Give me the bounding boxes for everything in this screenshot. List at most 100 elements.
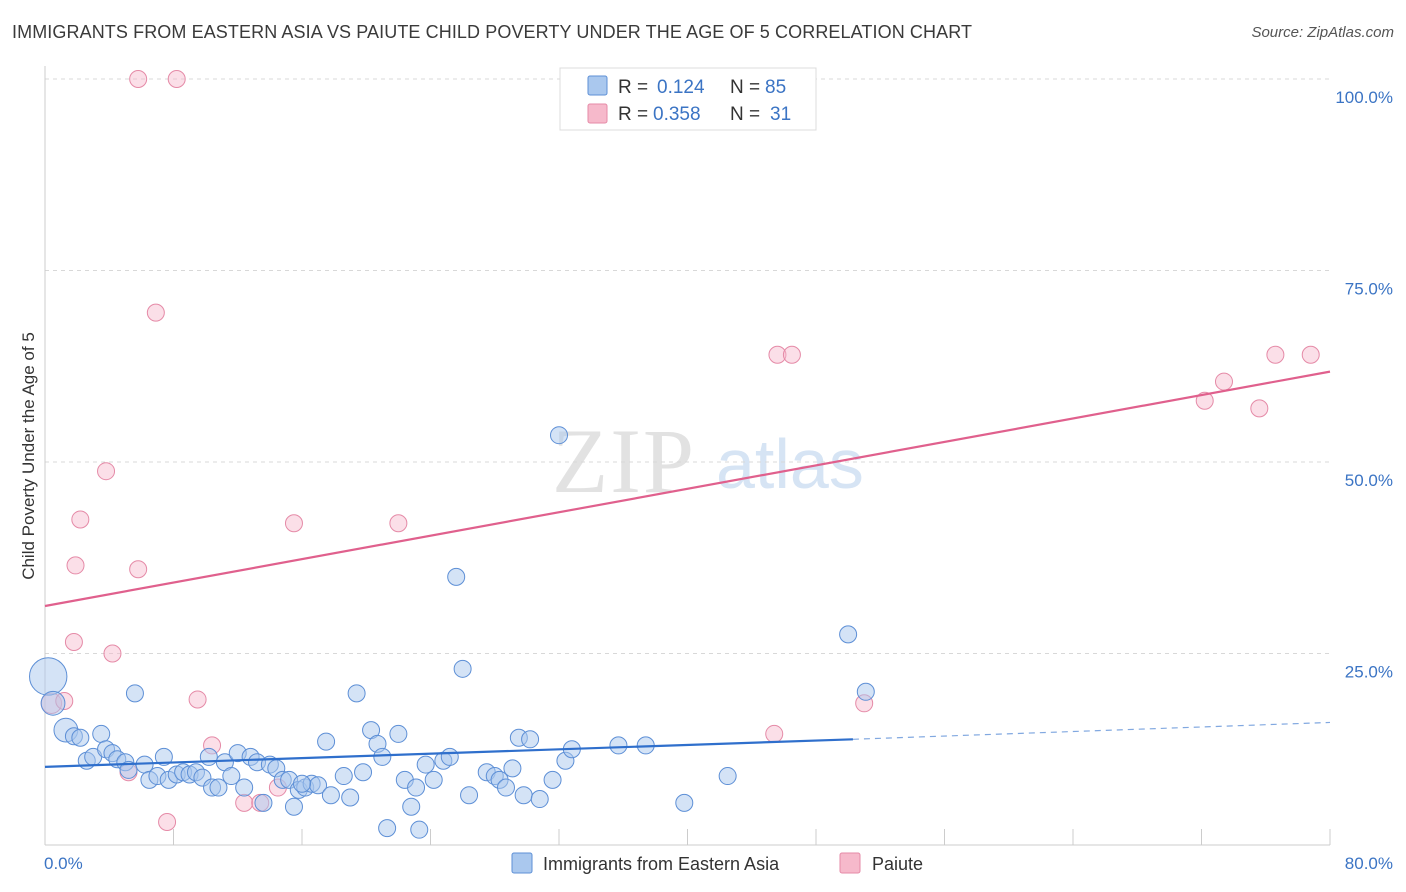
eastern-asia-point (609, 736, 628, 755)
eastern-asia-point (424, 770, 443, 789)
eastern-asia-point (521, 730, 540, 749)
paiute-point (1214, 372, 1233, 391)
eastern-asia-point (373, 747, 392, 766)
eastern-asia-point (29, 657, 68, 696)
eastern-asia-point (389, 724, 408, 743)
gridlines (45, 78, 1330, 654)
eastern-asia-points (29, 426, 875, 839)
eastern-asia-point (125, 684, 144, 703)
eastern-asia-point (440, 747, 459, 766)
legend-bottom-swatch-blue (511, 852, 533, 874)
eastern-asia-point (447, 567, 466, 586)
paiute-point (167, 70, 186, 88)
x-tick-label: 80.0% (1345, 854, 1393, 873)
legend-n-value-1: 85 (765, 77, 786, 98)
paiute-point (1195, 391, 1214, 410)
eastern-asia-point (40, 690, 66, 716)
paiute-point (235, 793, 254, 812)
eastern-asia-point (503, 759, 522, 778)
paiute-point (64, 633, 83, 652)
paiute-point (158, 813, 177, 832)
y-axis-label: Child Poverty Under the Age of 5 (19, 332, 38, 580)
eastern-asia-point (119, 760, 138, 779)
eastern-asia-trend-extension (852, 721, 1331, 740)
eastern-asia-point (154, 747, 173, 766)
eastern-asia-point (334, 767, 353, 786)
paiute-point (146, 303, 165, 322)
paiute-point (389, 514, 408, 533)
y-tick-label: 50.0% (1345, 471, 1393, 490)
paiute-point (782, 345, 801, 364)
paiute-point (1266, 345, 1285, 364)
y-tick-label: 100.0% (1335, 88, 1393, 107)
paiute-point (129, 560, 148, 579)
legend-swatch-blue (587, 75, 608, 96)
paiute-point (768, 345, 787, 364)
paiute-point (188, 690, 207, 709)
legend-r-label-1: R = (618, 77, 648, 98)
eastern-asia-point (378, 819, 397, 838)
eastern-asia-point (550, 426, 568, 445)
legend-n-value-2: 31 (770, 104, 791, 125)
legend-r-label-2: R = (618, 104, 648, 125)
eastern-asia-point (453, 659, 472, 678)
paiute-point (765, 724, 784, 743)
paiute-point (66, 556, 85, 575)
eastern-asia-point (407, 778, 426, 797)
paiute-point (1250, 399, 1269, 418)
eastern-asia-point (321, 786, 340, 805)
eastern-asia-point (402, 797, 421, 816)
eastern-asia-point (354, 763, 373, 782)
eastern-asia-point (416, 755, 435, 774)
trend-lines (44, 370, 1331, 768)
legend-bottom-label-paiute: Paiute (872, 854, 923, 874)
eastern-asia-point (839, 625, 858, 644)
eastern-asia-point (530, 790, 549, 809)
paiute-point (103, 644, 122, 663)
eastern-asia-point (514, 786, 533, 805)
paiute-point (129, 70, 148, 88)
legend-r-value-1: 0.124 (657, 77, 705, 98)
paiute-point (71, 510, 90, 529)
y-tick-label: 25.0% (1345, 663, 1393, 682)
paiute-trend-line (44, 370, 1331, 608)
eastern-asia-point (235, 778, 254, 797)
chart-title: IMMIGRANTS FROM EASTERN ASIA VS PAIUTE C… (12, 22, 973, 42)
eastern-asia-point (199, 747, 218, 766)
eastern-asia-point (341, 788, 360, 807)
eastern-asia-point (856, 682, 875, 701)
eastern-asia-point (71, 728, 90, 747)
eastern-asia-trend-line (44, 738, 853, 768)
x-tick-label: 0.0% (44, 854, 83, 873)
legend-swatch-pink (587, 103, 608, 124)
legend-bottom: Immigrants from Eastern Asia Paiute (511, 852, 923, 874)
watermark-zip: ZIP (552, 410, 696, 512)
eastern-asia-point (496, 778, 515, 797)
y-tick-label: 75.0% (1345, 280, 1393, 299)
legend-bottom-label-eastern-asia: Immigrants from Eastern Asia (543, 854, 780, 874)
legend-r-value-2: 0.358 (653, 104, 701, 125)
paiute-point (1301, 345, 1320, 364)
watermark-atlas: atlas (716, 425, 864, 503)
eastern-asia-point (718, 767, 737, 786)
legend-top: R = 0.124 N = 85 R = 0.358 N = 31 (559, 67, 817, 131)
legend-n-label-2: N = (730, 104, 760, 125)
eastern-asia-point (293, 774, 311, 793)
watermark: ZIP atlas (552, 410, 864, 512)
legend-bottom-swatch-pink (839, 852, 861, 874)
eastern-asia-point (284, 797, 303, 816)
eastern-asia-point (254, 793, 273, 812)
axes: 25.0% 50.0% 75.0% 100.0% 0.0% 80.0% (44, 66, 1393, 873)
eastern-asia-point (92, 724, 111, 743)
eastern-asia-point (543, 770, 562, 789)
chart-source: Source: ZipAtlas.com (1251, 24, 1394, 41)
paiute-point (284, 514, 303, 533)
eastern-asia-point (675, 793, 694, 812)
eastern-asia-point (460, 786, 479, 805)
eastern-asia-point (222, 767, 241, 786)
paiute-point (97, 462, 116, 481)
legend-n-label-1: N = (730, 77, 760, 98)
eastern-asia-point (410, 820, 429, 839)
eastern-asia-point (347, 684, 366, 703)
